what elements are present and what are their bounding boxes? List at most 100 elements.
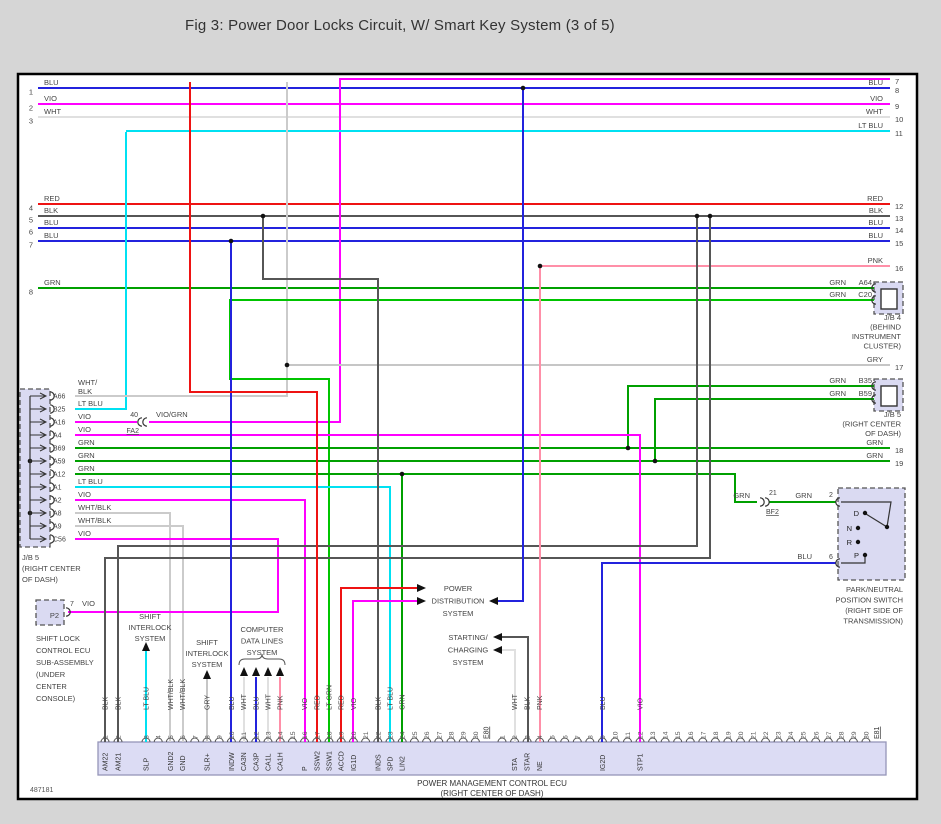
- pin-arc: [49, 417, 55, 427]
- ecu-E80-pin-num-15: 15: [290, 731, 297, 739]
- park-neutral-switch-box: [837, 487, 906, 581]
- left-wire-num-7: 7: [29, 241, 33, 250]
- pin-arc: [300, 737, 310, 743]
- ecu-E80-pin-wire-GND: WHT/BLK: [180, 679, 187, 710]
- pin-arc: [764, 497, 770, 507]
- ecu-E80-pin-name-SSW2: SSW2: [314, 751, 321, 771]
- ecu-E81-pin-num-28: 28: [838, 731, 845, 739]
- pin-arc: [836, 737, 846, 743]
- pin-arc: [547, 737, 557, 743]
- system-shift-interlock-1-1: INTERLOCK: [129, 623, 172, 632]
- ecu-E81-pin-num-26: 26: [813, 731, 820, 739]
- pin-arc: [648, 737, 658, 743]
- pnp-caption-3: TRANSMISSION): [843, 617, 903, 626]
- ecu-E80-pin-wire-CA1L: WHT: [266, 693, 273, 710]
- ecu-E80-pin-name-SSW1: SSW1: [327, 751, 334, 771]
- jb5-left-pin-wire-A1: LT BLU: [78, 477, 103, 486]
- pin-hook: [39, 405, 48, 413]
- jb5-left-pin-wire-A9: WHT/BLK: [78, 516, 111, 525]
- pin-arc: [871, 381, 877, 391]
- ecu-E81-pin-num-18: 18: [713, 731, 720, 739]
- ecu-E80-pin-num-24: 24: [400, 731, 407, 739]
- wire-b25: [75, 132, 127, 410]
- jb5-right-inner-box: [880, 385, 898, 407]
- ecu-E81-pin-num-2: 2: [512, 735, 519, 739]
- junction-dot: [520, 85, 526, 91]
- jb5-left-pin-id-C56: C56: [53, 537, 66, 544]
- pin-arc: [49, 495, 55, 505]
- system-shift-interlock-2-2: SYSTEM: [192, 660, 223, 669]
- pin-arc: [422, 737, 432, 743]
- jb4-pin-a64-wire: GRN: [829, 278, 846, 287]
- ecu-E81-pin-num-30: 30: [863, 731, 870, 739]
- jb5r-pin-b35-id: B35: [859, 376, 872, 385]
- pnp-pin6-num: 6: [829, 554, 833, 561]
- ecu-E80-pin-wire-CA1H: PNK: [278, 695, 285, 710]
- right-wire-num-14: 14: [895, 226, 903, 235]
- ecu-E80-pin-num-17: 17: [314, 731, 321, 739]
- system-starting-charging-0: STARTING/: [448, 633, 488, 642]
- ecu-E80-pin-name-SLR+: SLR+: [205, 753, 212, 771]
- ecu-E80-pin-wire-SSW1: LT GRN: [327, 685, 334, 710]
- pin-arc: [710, 737, 720, 743]
- pnp-pin6-wire: BLU: [797, 552, 812, 561]
- pin-arc: [635, 737, 645, 743]
- pin-arc: [165, 737, 175, 743]
- ecu-E80-pin-wire-SLP: LT BLU: [144, 687, 151, 710]
- system-shift-interlock-2-1: INTERLOCK: [186, 649, 229, 658]
- jb5-left-caption-1: (RIGHT CENTER: [22, 564, 81, 573]
- jb5-left-pin-wire-A12: GRN: [78, 464, 95, 473]
- pin-arc: [49, 443, 55, 453]
- jb4-caption-0: J/B 4: [884, 313, 901, 322]
- ecu-E80-pin-num-25: 25: [412, 731, 419, 739]
- ecu-E81-pin-num-15: 15: [675, 731, 682, 739]
- ecu-E80-pin-num-22: 22: [375, 731, 382, 739]
- ecu-E80-pin-num-13: 13: [266, 731, 273, 739]
- ecu-E80-pin-num-8: 8: [205, 735, 212, 739]
- jb5-left-pin-wire-A4: VIO: [78, 425, 91, 434]
- left-wire-color-4: RED: [44, 194, 60, 203]
- wire-a2-p: [75, 499, 306, 742]
- junction-dot: [284, 362, 290, 368]
- pin-arc: [871, 394, 877, 404]
- bf2-num: 21: [769, 490, 777, 497]
- pin-arc: [373, 737, 383, 743]
- left-wire-num-2: 2: [29, 104, 33, 113]
- pin-arc: [137, 417, 143, 427]
- ecu-location-label: (RIGHT CENTER OF DASH): [441, 789, 544, 798]
- jb5-left-pin-id-A8: A8: [53, 511, 62, 518]
- pin-arc: [49, 482, 55, 492]
- right-wire-num-11: 11: [895, 129, 903, 138]
- fa2-id: FA2: [127, 428, 140, 435]
- jb5-left-pin-wire-A59: GRN: [78, 451, 95, 460]
- figure-title: Fig 3: Power Door Locks Circuit, W/ Smar…: [185, 17, 615, 34]
- jb5-left-pin-wire-A66-1: WHT/: [78, 378, 98, 387]
- left-wire-num-1: 1: [29, 88, 33, 97]
- ecu-E80-pin-num-12: 12: [253, 731, 260, 739]
- pnp-position-R: R: [847, 538, 853, 547]
- arrow-up-icon: [142, 642, 150, 651]
- pin-arc: [848, 737, 858, 743]
- wire-a66: [75, 82, 288, 397]
- ecu-E80-pin-wire-ACCD: RED: [339, 695, 346, 710]
- ecu-E80-pin-wire-SPD: LT BLU: [388, 687, 395, 710]
- wire-ssw2: [189, 82, 318, 742]
- ecu-E80-pin-num-2: 2: [116, 735, 123, 739]
- pnp-caption-2: (RIGHT SIDE OF: [845, 606, 903, 615]
- pin-arc: [535, 737, 545, 743]
- ecu-E81-pin-num-27: 27: [826, 731, 833, 739]
- pin-arc: [470, 737, 480, 743]
- junction-dot: [228, 238, 234, 244]
- shift-lock-caption-0: SHIFT LOCK: [36, 634, 80, 643]
- ecu-E81-pin-num-9: 9: [600, 735, 607, 739]
- system-power-distribution-0: POWER: [444, 584, 473, 593]
- jb5-left-pin-wire-A8: WHT/BLK: [78, 503, 111, 512]
- right-wire-color-8: BLU: [868, 78, 883, 87]
- ecu-E80-pin-wire-INDW: BLU: [229, 696, 236, 710]
- pin-arc: [735, 737, 745, 743]
- pin-arc: [178, 737, 188, 743]
- ecu-E80-pin-wire-GND2: WHT/BLK: [168, 679, 175, 710]
- pin-arc: [871, 283, 877, 293]
- brace-icon: [238, 653, 286, 666]
- ecu-E80-pin-wire-P: VIO: [302, 697, 309, 710]
